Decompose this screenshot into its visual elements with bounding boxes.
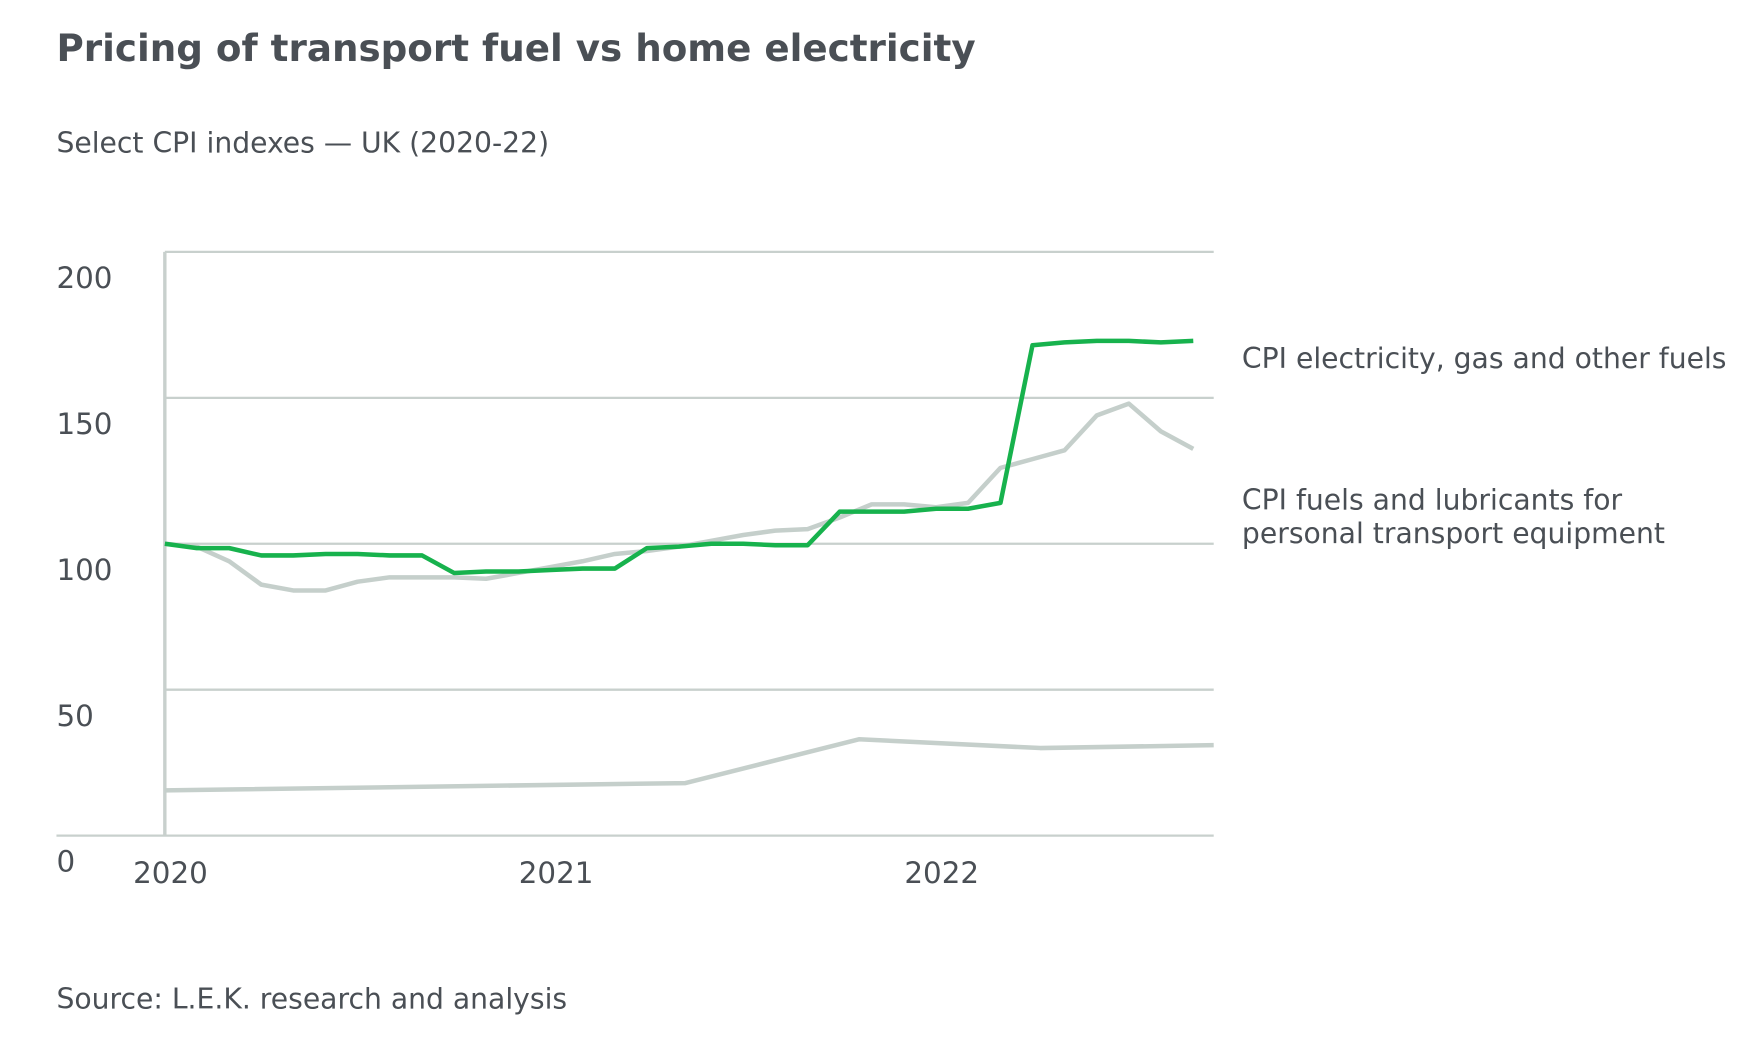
- x-tick-label: 2021: [519, 856, 594, 890]
- legend-label: CPI electricity, gas and other fuels: [1241, 342, 1727, 375]
- y-tick-label: 150: [56, 407, 112, 441]
- x-tick-label: 2022: [904, 856, 979, 890]
- series-line: [164, 737, 1214, 793]
- legend-item: CPI electricity, gas and other fuels: [1241, 342, 1727, 375]
- legend-label: CPI fuels and lubricants for personal tr…: [1241, 483, 1665, 550]
- y-tick-label: 100: [56, 553, 112, 587]
- chart-subtitle: Select CPI indexes — UK (2020-22): [56, 127, 549, 160]
- series-line: [164, 338, 1194, 576]
- chart-title: Pricing of transport fuel vs home electr…: [56, 26, 975, 70]
- y-tick-label: 200: [56, 261, 112, 295]
- x-tick-label: 2020: [133, 856, 208, 890]
- source-note: Source: L.E.K. research and analysis: [56, 982, 567, 1015]
- y-tick-label: 50: [56, 699, 93, 733]
- series-line: [164, 401, 1195, 593]
- y-tick-label: 0: [56, 845, 75, 879]
- legend-item: CPI fuels and lubricants for personal tr…: [1241, 483, 1665, 550]
